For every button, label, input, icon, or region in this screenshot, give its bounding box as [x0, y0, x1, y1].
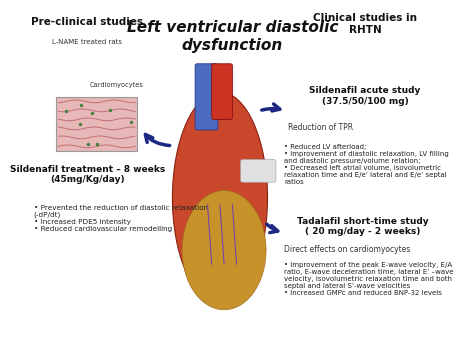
Ellipse shape — [173, 92, 267, 304]
Text: Sildenafil treatment – 8 weeks
(45mg/Kg/day): Sildenafil treatment – 8 weeks (45mg/Kg/… — [10, 165, 165, 184]
FancyArrowPatch shape — [146, 135, 170, 145]
Text: Tadalafil short-time study
( 20 mg/day - 2 weeks): Tadalafil short-time study ( 20 mg/day -… — [297, 217, 428, 236]
Text: Pre-clinical studies: Pre-clinical studies — [31, 17, 144, 27]
Text: Sildenafil acute study
(37.5/50/100 mg): Sildenafil acute study (37.5/50/100 mg) — [309, 86, 420, 106]
Text: L-NAME treated rats: L-NAME treated rats — [53, 39, 122, 45]
Text: Left ventricular diastolic
dysfunction: Left ventricular diastolic dysfunction — [127, 20, 338, 53]
Text: Cardiomyocytes: Cardiomyocytes — [90, 82, 143, 88]
FancyArrowPatch shape — [267, 224, 278, 233]
Text: • Reduced LV afterload;
• Improvement of diastolic relaxation, LV filling
and di: • Reduced LV afterload; • Improvement of… — [284, 144, 449, 185]
Text: Direct effects on cardiomyocytes: Direct effects on cardiomyocytes — [284, 245, 410, 254]
FancyBboxPatch shape — [212, 64, 232, 120]
Ellipse shape — [182, 190, 266, 310]
FancyBboxPatch shape — [241, 160, 276, 182]
FancyArrowPatch shape — [262, 104, 280, 111]
Text: • Prevented the reduction of diastolic relaxation
(-dP/dt)
• Increased PDE5 inte: • Prevented the reduction of diastolic r… — [34, 205, 208, 232]
Bar — [56, 97, 137, 151]
Text: Reduction of TPR: Reduction of TPR — [288, 123, 354, 132]
Text: • Improvement of the peak E-wave velocity, E/A
ratio, E-wave deceleration time, : • Improvement of the peak E-wave velocit… — [284, 262, 454, 296]
Text: Clinical studies in
RHTN: Clinical studies in RHTN — [313, 13, 417, 35]
FancyBboxPatch shape — [195, 64, 218, 130]
